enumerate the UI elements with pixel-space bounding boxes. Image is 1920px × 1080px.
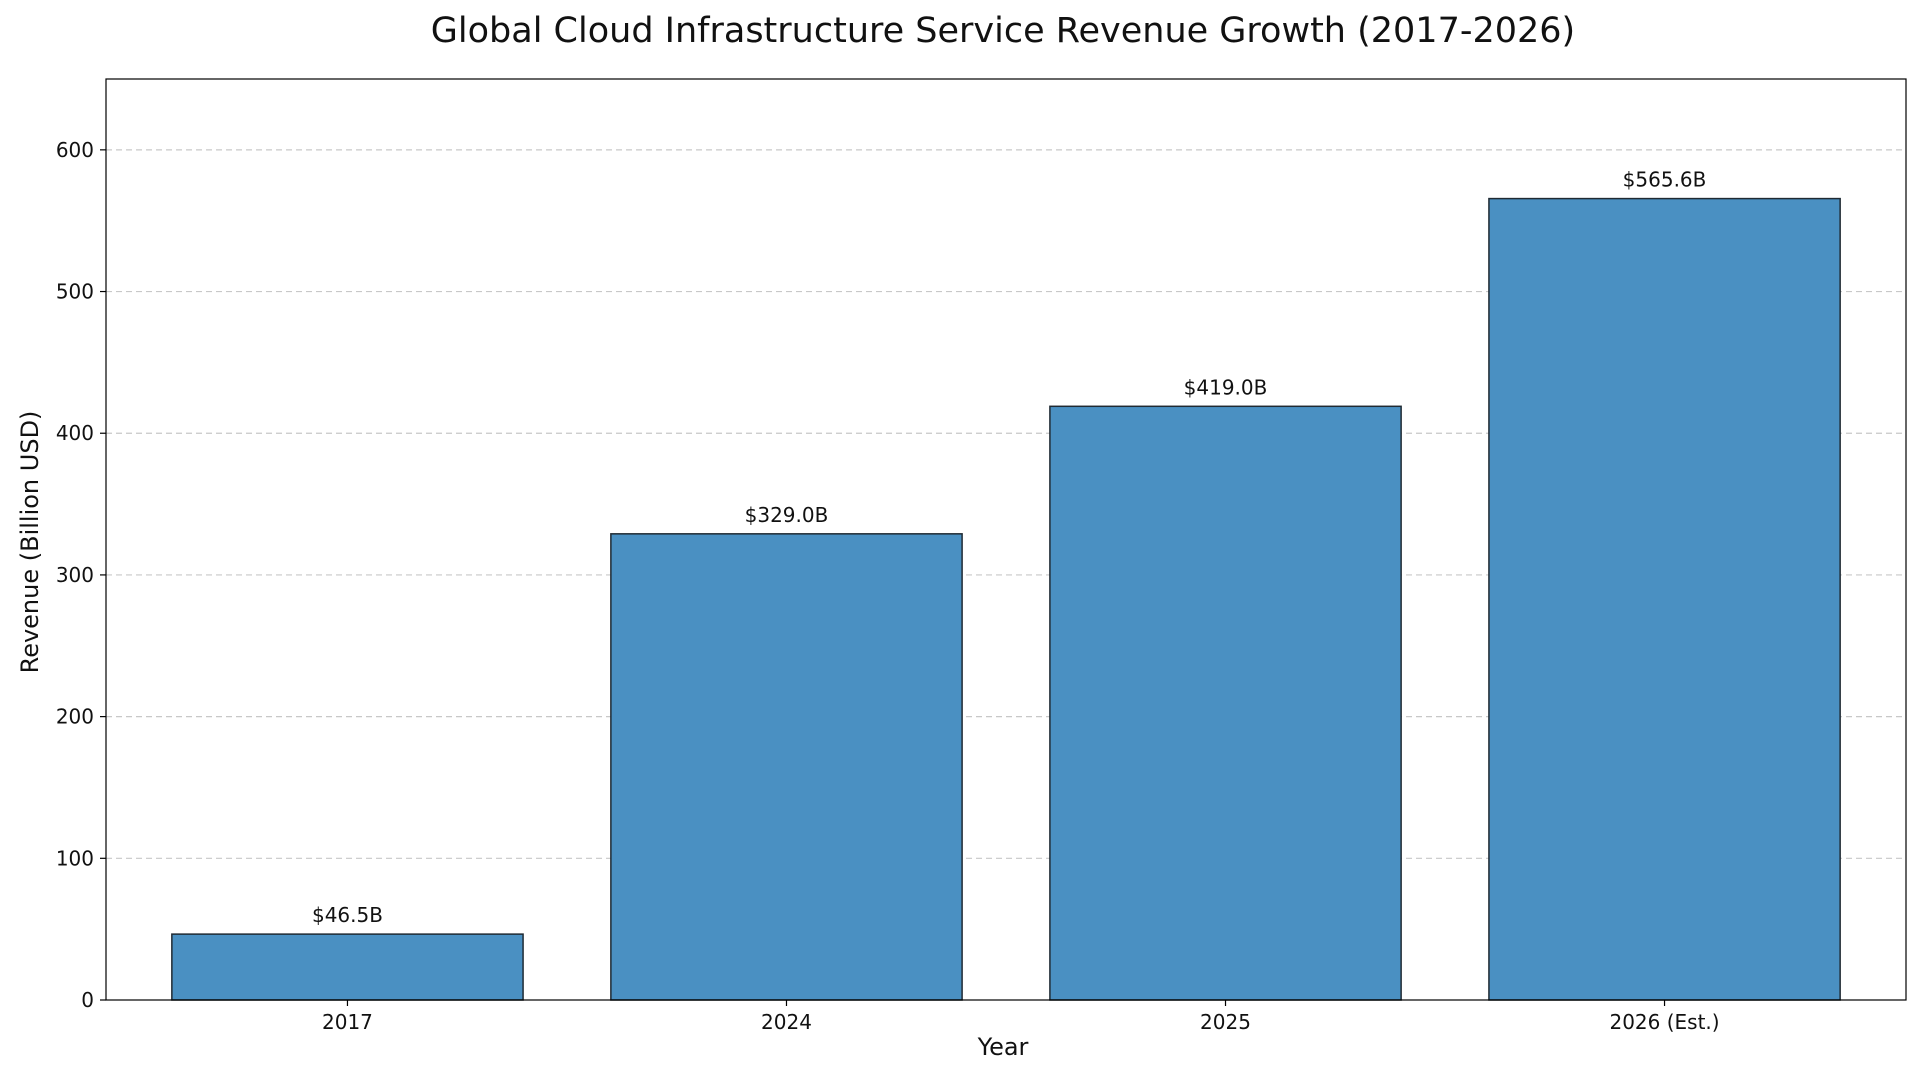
y-tick-label: 100 (56, 846, 94, 870)
y-tick-label: 0 (81, 988, 94, 1012)
bar (171, 933, 524, 1001)
chart-title: Global Cloud Infrastructure Service Reve… (431, 11, 1575, 51)
x-tick-label: 2025 (1200, 1010, 1251, 1034)
plot-frame (105, 78, 1907, 1001)
bar-data-label: $329.0B (745, 503, 829, 527)
bar-data-label: $419.0B (1184, 375, 1268, 399)
x-tick-label: 2017 (322, 1010, 373, 1034)
bar (1488, 197, 1841, 1001)
x-tick-label: 2026 (Est.) (1609, 1010, 1719, 1034)
bar-data-label: $565.6B (1623, 168, 1707, 192)
y-tick-label: 400 (56, 421, 94, 445)
y-tick-label: 200 (56, 705, 94, 729)
y-tick-label: 600 (56, 138, 94, 162)
x-tick-label: 2024 (761, 1010, 812, 1034)
bar (610, 533, 963, 1001)
bar-data-label: $46.5B (312, 903, 383, 927)
data-labels: $46.5B $329.0B $419.0B $565.6B (312, 168, 1706, 928)
y-axis-label: Revenue (Billion USD) (16, 411, 44, 674)
axes: 0 100 200 300 400 500 600 2017 2024 2025 2026 (Est… (56, 138, 1720, 1034)
bar (1049, 405, 1402, 1001)
y-tick-label: 300 (56, 563, 94, 587)
y-tick-label: 500 (56, 280, 94, 304)
bars (171, 197, 1841, 1001)
x-axis-label: Year (977, 1033, 1029, 1061)
